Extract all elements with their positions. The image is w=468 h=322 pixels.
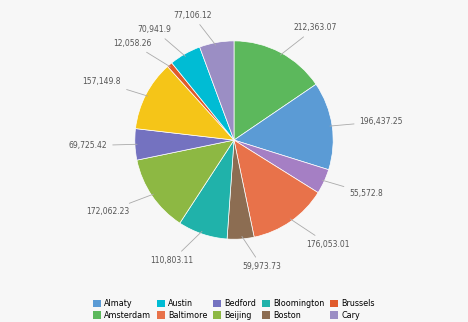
Wedge shape xyxy=(200,41,234,140)
Wedge shape xyxy=(136,66,234,140)
Wedge shape xyxy=(234,140,329,193)
Wedge shape xyxy=(172,47,234,140)
Wedge shape xyxy=(135,128,234,160)
Text: 176,053.01: 176,053.01 xyxy=(290,219,350,249)
Text: 69,725.42: 69,725.42 xyxy=(68,141,137,150)
Text: 55,572.8: 55,572.8 xyxy=(322,180,383,198)
Text: 77,106.12: 77,106.12 xyxy=(173,11,216,45)
Wedge shape xyxy=(234,140,318,237)
Text: 70,941.9: 70,941.9 xyxy=(138,25,185,56)
Text: 12,058.26: 12,058.26 xyxy=(113,39,170,67)
Text: 196,437.25: 196,437.25 xyxy=(330,117,403,126)
Legend: Almaty, Amsterdam, Atlanta, Austin, Baltimore, Bangkok, Bedford, Beijing, Bloomi: Almaty, Amsterdam, Atlanta, Austin, Balt… xyxy=(90,296,378,322)
Wedge shape xyxy=(227,140,254,239)
Wedge shape xyxy=(168,63,234,140)
Text: 59,973.73: 59,973.73 xyxy=(242,236,281,271)
Text: 157,149.8: 157,149.8 xyxy=(83,77,147,96)
Wedge shape xyxy=(234,41,316,140)
Wedge shape xyxy=(137,140,234,223)
Text: 212,363.07: 212,363.07 xyxy=(280,24,337,55)
Wedge shape xyxy=(234,84,333,170)
Text: 110,803.11: 110,803.11 xyxy=(150,231,202,265)
Wedge shape xyxy=(180,140,234,239)
Text: 172,062.23: 172,062.23 xyxy=(86,194,154,216)
